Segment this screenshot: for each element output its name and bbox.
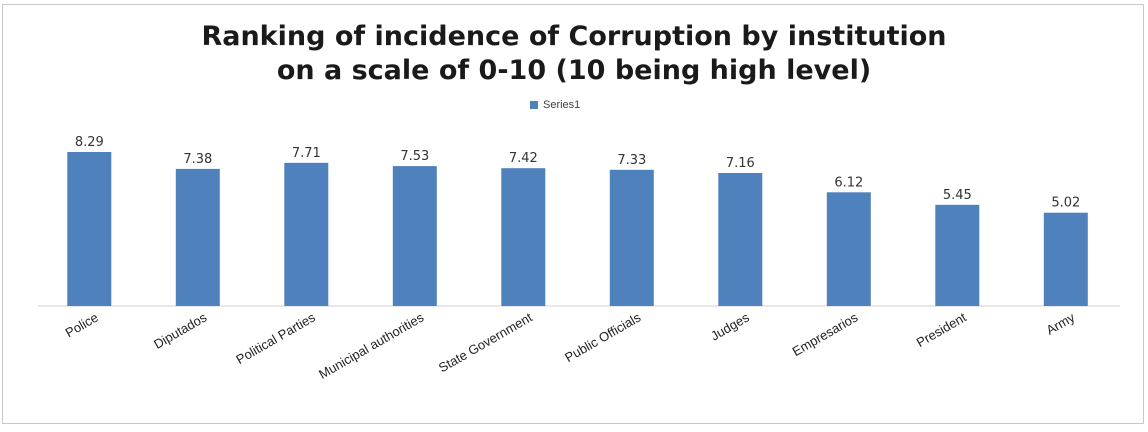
- chart-title-line-2: on a scale of 0-10 (10 being high level): [276, 55, 872, 86]
- value-label: 7.16: [726, 156, 755, 171]
- bar-army: [1043, 212, 1088, 306]
- bar-president: [935, 204, 980, 306]
- value-label: 6.12: [834, 175, 863, 190]
- category-label: State Government: [436, 309, 535, 375]
- category-label: Army: [1044, 309, 1078, 337]
- value-label: 5.02: [1051, 196, 1080, 211]
- bar-public-officials: [609, 169, 654, 306]
- bar-diputados: [175, 168, 220, 306]
- chart-title: Ranking of incidence of Corruption by in…: [0, 20, 1148, 88]
- bar-political-parties: [284, 162, 329, 306]
- legend-label: Series1: [543, 99, 581, 111]
- category-label: Police: [63, 310, 101, 341]
- category-label: Public Officials: [562, 309, 644, 365]
- bar-empresarios: [826, 192, 871, 306]
- chart-title-line-1: Ranking of incidence of Corruption by in…: [201, 21, 947, 52]
- category-label: Municipal authorities: [316, 309, 427, 381]
- bar-judges: [718, 173, 763, 306]
- value-label: 7.53: [400, 149, 429, 164]
- legend-swatch: [530, 101, 538, 109]
- bar-police: [67, 152, 112, 306]
- bar-state-government: [501, 168, 546, 306]
- bar-municipal-authorities: [392, 166, 437, 306]
- category-label: Diputados: [151, 309, 210, 352]
- value-label: 5.45: [943, 188, 972, 203]
- category-label: Empresarios: [790, 309, 861, 359]
- value-label: 7.33: [617, 153, 646, 168]
- category-label: President: [914, 309, 969, 350]
- value-label: 7.38: [183, 152, 212, 167]
- value-label: 8.29: [75, 135, 104, 150]
- category-label: Judges: [708, 309, 752, 343]
- value-label: 7.42: [509, 151, 538, 166]
- chart-legend: Series1: [530, 97, 580, 113]
- category-label: Political Parties: [233, 309, 318, 367]
- value-label: 7.71: [292, 146, 321, 161]
